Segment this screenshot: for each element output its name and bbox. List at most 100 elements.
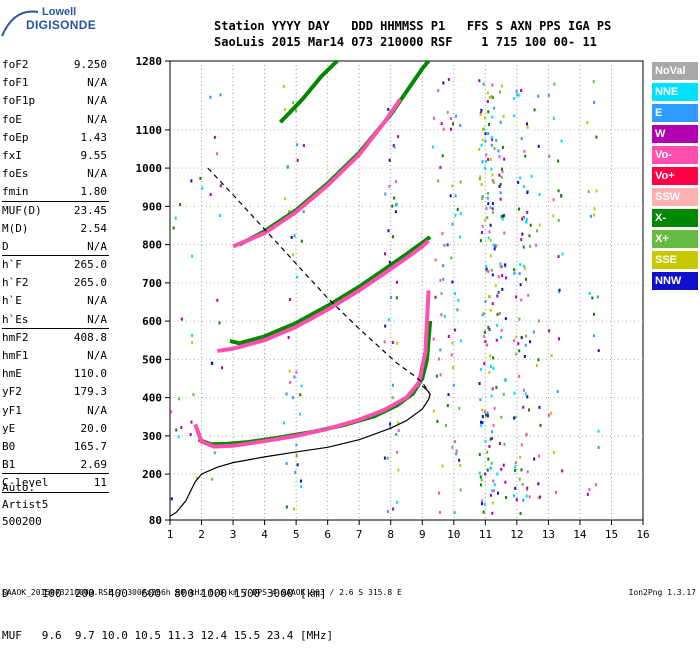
noise-dot <box>454 213 457 217</box>
noise-dot <box>518 374 521 378</box>
noise-dot <box>522 388 525 392</box>
noise-dot <box>486 91 489 95</box>
noise-dot <box>438 510 441 514</box>
noise-dot <box>439 348 442 352</box>
noise-dot <box>550 354 553 358</box>
param-value: 408.8 <box>73 330 107 344</box>
noise-dot <box>459 463 462 467</box>
param-row: h`F 265.0 <box>2 256 109 274</box>
noise-dot <box>397 135 400 139</box>
noise-dot <box>296 463 299 467</box>
y-tick-label: 600 <box>142 315 162 328</box>
muf-table: D 100 200 400 600 800 1000 1500 3000 [km… <box>2 559 333 657</box>
noise-dot <box>500 167 503 171</box>
param-name: fmin <box>2 185 29 199</box>
noise-dot <box>452 383 455 387</box>
param-value: 9.250 <box>73 58 107 71</box>
y-tick-label: 1100 <box>136 124 163 137</box>
noise-dot <box>447 77 450 81</box>
noise-dot <box>282 84 285 88</box>
noise-dot <box>479 113 482 117</box>
noise-dot <box>396 341 399 345</box>
noise-dot <box>515 498 518 502</box>
noise-dot <box>444 424 447 428</box>
x-tick-label: 1 <box>167 528 174 541</box>
auto-line: 500200 <box>2 515 42 528</box>
noise-dot <box>282 421 285 425</box>
param-row: D N/A <box>2 238 109 257</box>
noise-dot <box>478 382 481 386</box>
noise-dot <box>491 138 494 142</box>
y-tick-label: 200 <box>142 468 162 481</box>
noise-dot <box>299 479 302 483</box>
muf-table-distance-row: D 100 200 400 600 800 1000 1500 3000 [km… <box>2 587 327 600</box>
trace-profile <box>169 385 431 517</box>
noise-dot <box>530 174 533 178</box>
noise-dot <box>592 80 595 84</box>
noise-dot <box>201 186 204 190</box>
noise-dot <box>199 176 202 180</box>
param-name: C-level <box>2 476 49 490</box>
noise-dot <box>503 231 506 235</box>
noise-dot <box>489 254 492 258</box>
noise-dot <box>488 444 491 448</box>
noise-dot <box>178 397 181 401</box>
noise-dot <box>289 297 292 301</box>
param-row: C-level 11 <box>2 474 109 493</box>
noise-dot <box>387 229 390 233</box>
y-tick-label: 800 <box>142 239 162 252</box>
noise-dot <box>485 206 488 210</box>
noise-dot <box>527 408 530 412</box>
param-name: hmF1 <box>2 349 29 362</box>
noise-dot <box>481 195 484 199</box>
noise-dot <box>172 226 175 230</box>
noise-dot <box>523 355 526 359</box>
noise-dot <box>500 467 503 471</box>
noise-dot <box>492 210 495 214</box>
noise-dot <box>498 275 501 279</box>
noise-dot <box>590 214 593 218</box>
noise-dot <box>515 295 518 299</box>
noise-dot <box>514 461 517 465</box>
noise-dot <box>453 328 456 332</box>
noise-dot <box>439 278 442 282</box>
param-name: yF1 <box>2 403 22 417</box>
noise-dot <box>489 308 492 312</box>
noise-dot <box>220 366 223 370</box>
noise-dot <box>524 343 527 347</box>
noise-dot <box>486 216 489 220</box>
noise-dot <box>557 218 560 222</box>
noise-dot <box>441 464 444 468</box>
noise-dot <box>479 420 482 424</box>
noise-dot <box>504 378 507 382</box>
noise-dot <box>548 154 551 158</box>
noise-dot <box>492 386 495 390</box>
noise-dot <box>501 273 504 277</box>
noise-dot <box>481 160 484 164</box>
noise-dot <box>395 432 398 436</box>
auto-line: Auto: <box>2 481 36 494</box>
noise-dot <box>480 143 483 147</box>
noise-dot <box>519 263 522 267</box>
noise-dot <box>481 127 484 131</box>
param-name: foE <box>2 112 22 126</box>
noise-dot <box>519 455 522 459</box>
noise-dot <box>500 175 503 179</box>
noise-dot <box>394 203 397 207</box>
noise-dot <box>392 143 395 147</box>
noise-dot <box>593 334 596 338</box>
noise-dot <box>492 423 495 427</box>
noise-dot <box>386 509 389 513</box>
noise-dot <box>389 422 392 426</box>
legend-item: NoVal <box>652 62 698 80</box>
noise-dot <box>478 471 481 475</box>
param-name: fxI <box>2 148 22 162</box>
noise-dot <box>537 496 540 500</box>
x-tick-label: 12 <box>510 528 523 541</box>
noise-dot <box>488 354 491 358</box>
logo-swoosh-icon <box>1 10 39 37</box>
noise-dot <box>295 109 298 113</box>
noise-dot <box>483 502 486 506</box>
noise-dot <box>593 100 596 104</box>
noise-dot <box>443 314 446 318</box>
